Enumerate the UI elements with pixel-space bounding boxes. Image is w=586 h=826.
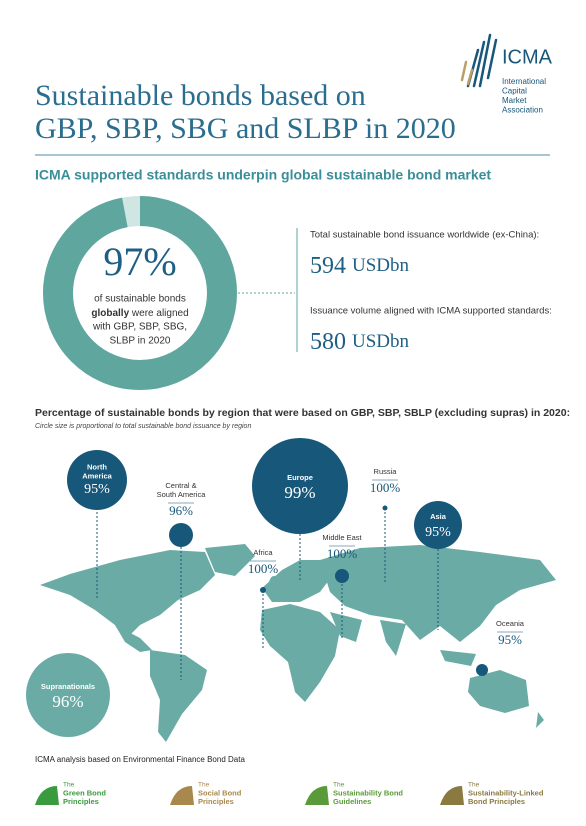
region-name: Africa <box>253 548 273 557</box>
logo-text: Guidelines <box>333 797 371 806</box>
caption-rest: were aligned <box>129 308 188 319</box>
region-circle <box>169 523 193 547</box>
logo-text: Bond Principles <box>468 797 525 806</box>
region-name: Supranationals <box>41 682 95 691</box>
donut-caption: SLBP in 2020 <box>110 336 171 347</box>
logo-mark <box>305 786 329 805</box>
region-circle <box>335 569 349 583</box>
region-circle <box>67 450 127 510</box>
region-value: 96% <box>52 692 83 711</box>
logo-line: Market <box>502 96 527 105</box>
logo-text: The <box>63 782 75 789</box>
logo-line: International <box>502 77 546 86</box>
donut-caption: with GBP, SBP, SBG, <box>92 322 187 333</box>
logo-text: Social Bond <box>198 788 242 797</box>
region-value: 95% <box>425 525 451 540</box>
region-value: 95% <box>84 482 110 497</box>
region-name: America <box>82 471 112 480</box>
stat-unit: USDbn <box>352 331 410 352</box>
region-circle <box>414 501 462 549</box>
title-line: Sustainable bonds based on <box>35 79 366 112</box>
region-name: North <box>87 462 107 471</box>
region-name: Asia <box>430 512 447 521</box>
logo-name: ICMA <box>502 46 553 68</box>
stat-label: Total sustainable bond issuance worldwid… <box>310 230 539 241</box>
world-map <box>40 544 556 742</box>
region-name: Russia <box>374 467 398 476</box>
logo-text: The <box>333 782 345 789</box>
logo-text: Sustainability Bond <box>333 788 403 797</box>
logo-mark <box>170 786 194 805</box>
region-value: 100% <box>327 546 358 561</box>
logo-text: The <box>468 782 480 789</box>
region-name: South America <box>157 490 207 499</box>
logo-text: Principles <box>63 797 99 806</box>
donut-caption: of sustainable bonds <box>94 294 186 305</box>
logo-icon <box>460 33 498 88</box>
region-name: Europe <box>287 473 313 482</box>
stat-number: 580 <box>310 329 346 355</box>
stat-value: 594 USDbn <box>310 253 410 279</box>
region-circle <box>260 587 266 593</box>
logo-line: Association <box>502 106 543 115</box>
logo-text: Sustainability-Linked <box>468 788 544 797</box>
donut-caption: globally were aligned <box>91 308 188 319</box>
source: ICMA analysis based on Environmental Fin… <box>35 755 245 764</box>
title-line: GBP, SBP, SBG and SLBP in 2020 <box>35 112 456 145</box>
map-note: Circle size is proportional to total sus… <box>35 423 251 430</box>
region-circle <box>252 438 348 534</box>
region-name: Oceania <box>496 619 525 628</box>
region-name: Central & <box>165 481 196 490</box>
subtitle: ICMA supported standards underpin global… <box>35 167 491 183</box>
region-circle <box>476 664 488 676</box>
region-value: 100% <box>370 480 401 495</box>
region-value: 100% <box>248 561 279 576</box>
logo-mark <box>35 786 59 805</box>
region-value: 96% <box>169 503 193 518</box>
donut-percent: 97% <box>103 239 176 284</box>
region-value: 95% <box>498 632 522 647</box>
donut-arc <box>43 196 237 390</box>
logo-line: Capital <box>502 87 527 96</box>
stat-number: 594 <box>310 253 346 279</box>
region-circle <box>382 505 388 511</box>
map-title: Percentage of sustainable bonds by regio… <box>35 407 570 419</box>
region-value: 99% <box>284 483 315 502</box>
logo-text: Principles <box>198 797 234 806</box>
stat-value: 580 USDbn <box>310 329 410 355</box>
logo-text: The <box>198 782 210 789</box>
stat-unit: USDbn <box>352 255 410 276</box>
region-name: Middle East <box>322 533 362 542</box>
stat-label: Issuance volume aligned with ICMA suppor… <box>310 306 552 317</box>
logo-mark <box>440 786 464 805</box>
caption-bold: globally <box>91 308 129 319</box>
logo-text: Green Bond <box>63 788 106 797</box>
region-circle <box>26 653 110 737</box>
